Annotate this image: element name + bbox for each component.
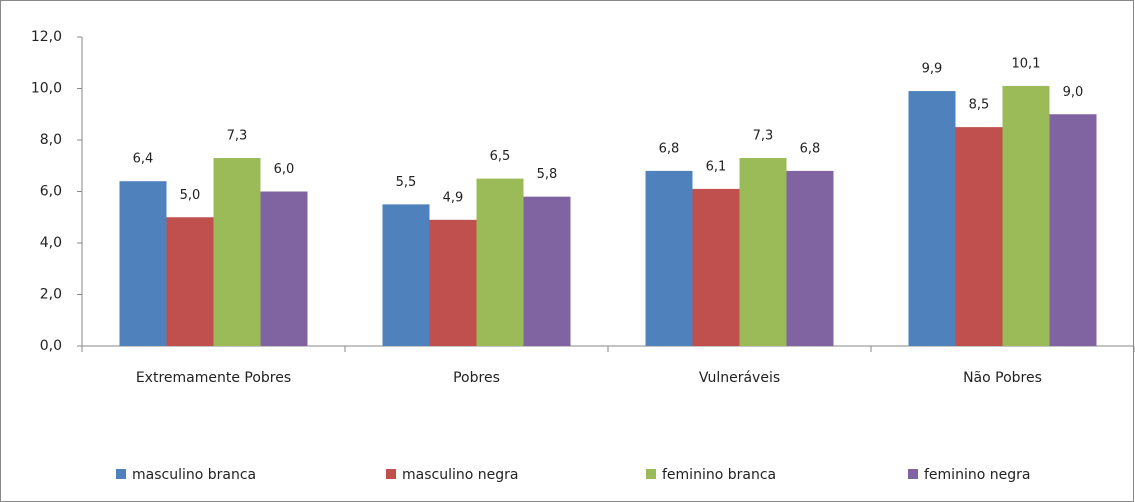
y-tick-label: 0,0 [40, 338, 62, 354]
bar [476, 178, 524, 346]
bar [645, 170, 693, 346]
value-label: 9,9 [922, 62, 943, 77]
y-tick-label: 10,0 [31, 81, 62, 97]
value-label: 6,8 [800, 141, 821, 156]
y-tick-label: 8,0 [40, 132, 62, 148]
value-label: 5,0 [180, 188, 201, 203]
bar [119, 181, 167, 346]
value-label: 6,1 [706, 159, 727, 174]
bar [955, 127, 1003, 346]
value-label: 9,0 [1063, 85, 1084, 100]
value-label: 5,8 [537, 167, 558, 182]
x-tick-label: Não Pobres [963, 370, 1042, 386]
legend-swatch [646, 469, 656, 479]
bar [429, 219, 477, 346]
value-label: 6,8 [659, 141, 680, 156]
bar [523, 196, 571, 346]
value-label: 5,5 [396, 175, 417, 190]
bar [908, 91, 956, 346]
legend-swatch [116, 469, 126, 479]
value-label: 8,5 [969, 98, 990, 113]
bar [739, 158, 787, 346]
value-label: 6,0 [274, 162, 295, 177]
bar [260, 191, 308, 346]
bar [213, 158, 261, 346]
y-tick-label: 2,0 [40, 287, 62, 303]
x-tick-label: Extremamente Pobres [136, 370, 291, 386]
y-tick-label: 4,0 [40, 235, 62, 251]
value-label: 7,3 [753, 129, 774, 144]
bar [166, 217, 214, 346]
legend-label: masculino branca [132, 467, 256, 483]
value-label: 4,9 [443, 190, 464, 205]
legend-swatch [386, 469, 396, 479]
y-tick-label: 12,0 [31, 29, 62, 45]
bar [692, 188, 740, 346]
bar [786, 170, 834, 346]
bar [1049, 114, 1097, 346]
x-tick-label: Pobres [453, 370, 500, 386]
legend-label: masculino negra [402, 467, 518, 483]
bar [382, 204, 430, 346]
x-tick-label: Vulneráveis [699, 370, 780, 386]
legend-label: feminino branca [662, 467, 776, 483]
y-tick-label: 6,0 [40, 184, 62, 200]
legend-label: feminino negra [924, 467, 1030, 483]
value-label: 6,5 [490, 149, 511, 164]
bar [1002, 85, 1050, 347]
value-label: 6,4 [133, 152, 154, 167]
value-label: 10,1 [1012, 56, 1041, 71]
value-label: 7,3 [227, 129, 248, 144]
legend-swatch [908, 469, 918, 479]
